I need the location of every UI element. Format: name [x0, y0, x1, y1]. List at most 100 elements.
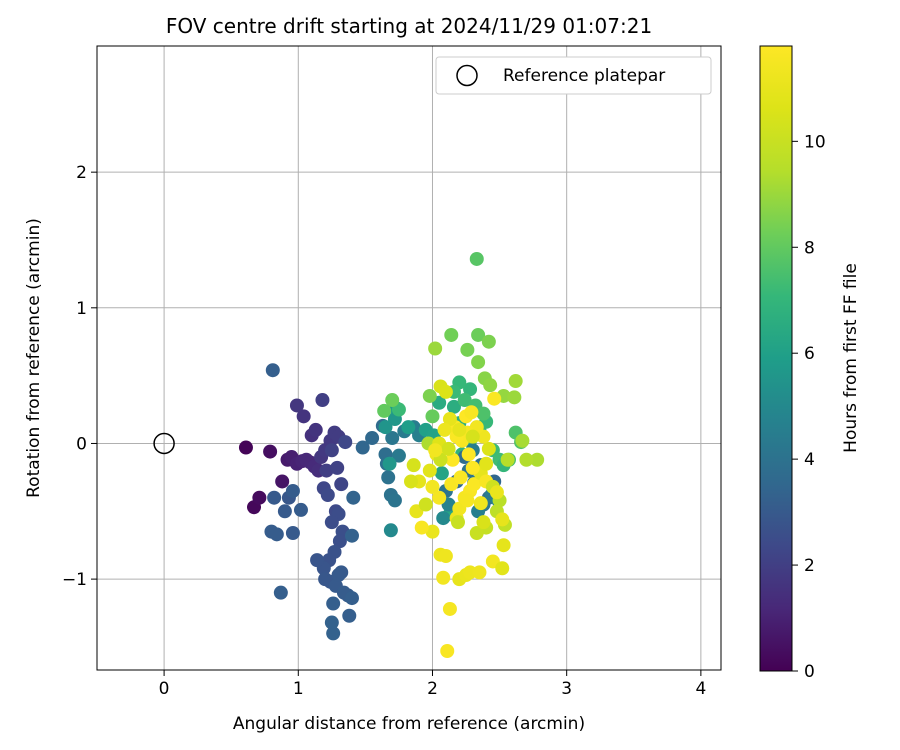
data-point	[472, 565, 487, 580]
colorbar-ticks: 0 2 4 6 8 10	[792, 132, 826, 682]
data-point	[273, 585, 288, 600]
data-point	[481, 334, 496, 349]
data-point	[530, 452, 545, 467]
data-point	[440, 644, 455, 659]
data-point	[432, 490, 447, 505]
data-point	[326, 626, 341, 641]
data-point	[461, 447, 476, 462]
data-point	[434, 466, 449, 481]
data-point	[334, 477, 349, 492]
data-point	[425, 409, 440, 424]
colorbar-tick-label: 10	[804, 132, 826, 152]
data-point	[479, 456, 494, 471]
data-point	[495, 561, 510, 576]
data-point	[269, 527, 284, 542]
legend-box	[435, 56, 712, 95]
data-point	[391, 448, 406, 463]
data-point	[382, 456, 397, 471]
data-point	[324, 615, 339, 630]
data-point	[473, 496, 488, 511]
data-point	[489, 485, 504, 500]
data-point	[436, 570, 451, 585]
data-point	[296, 409, 311, 424]
data-point	[355, 440, 370, 455]
y-tick-label: −1	[62, 570, 87, 590]
data-point	[289, 398, 304, 413]
data-point	[428, 341, 443, 356]
data-point	[404, 474, 419, 489]
data-point	[330, 460, 345, 475]
data-point	[310, 553, 325, 568]
data-point	[507, 390, 522, 405]
x-tick-label: 0	[159, 679, 170, 699]
data-point	[378, 420, 393, 435]
grid-lines	[97, 46, 721, 670]
data-point	[315, 393, 330, 408]
data-point	[344, 528, 359, 543]
data-point	[508, 374, 523, 389]
x-tick-label: 3	[561, 679, 572, 699]
x-tick-label: 4	[695, 679, 706, 699]
axis-ticks: 0 1 2 3 4 −1 0 1 2	[62, 163, 706, 699]
data-point	[265, 363, 280, 378]
x-axis-label: Angular distance from reference (arcmin)	[233, 714, 585, 734]
data-point	[457, 393, 472, 408]
data-point	[442, 601, 457, 616]
data-point	[365, 431, 380, 446]
data-point	[385, 431, 400, 446]
data-point	[441, 441, 456, 456]
data-point	[460, 342, 475, 357]
data-points	[153, 251, 545, 659]
data-point	[471, 355, 486, 370]
data-point	[437, 422, 452, 437]
data-point	[387, 493, 402, 508]
data-point	[401, 420, 416, 435]
data-point	[465, 460, 480, 475]
data-point	[453, 470, 468, 485]
data-point	[422, 388, 437, 403]
colorbar-gradient	[759, 45, 793, 672]
data-point	[319, 463, 334, 478]
data-point	[334, 565, 349, 580]
data-point	[425, 524, 440, 539]
colorbar-tick-label: 2	[804, 556, 815, 576]
data-point	[445, 452, 460, 467]
data-point	[275, 474, 290, 489]
data-point	[285, 525, 300, 540]
data-point	[344, 591, 359, 606]
data-point	[425, 479, 440, 494]
data-point	[385, 393, 400, 408]
data-point	[519, 452, 534, 467]
y-tick-label: 2	[76, 163, 87, 183]
data-point	[496, 538, 511, 553]
data-point	[308, 422, 323, 437]
data-point	[467, 477, 482, 492]
x-tick-label: 1	[293, 679, 304, 699]
data-point	[442, 412, 457, 427]
colorbar-tick-label: 0	[804, 662, 815, 682]
data-point	[463, 382, 478, 397]
data-point	[381, 470, 396, 485]
data-point	[414, 520, 429, 535]
data-point	[465, 429, 480, 444]
colorbar-tick-label: 6	[804, 344, 815, 364]
data-point	[450, 515, 465, 530]
data-point	[436, 511, 451, 526]
data-point	[469, 525, 484, 540]
data-point	[263, 444, 278, 459]
data-point	[324, 443, 339, 458]
data-point	[377, 403, 392, 418]
data-point	[476, 406, 491, 421]
legend-label: Reference platepar	[503, 66, 665, 86]
colorbar-label: Hours from first FF file	[841, 263, 861, 453]
data-point	[422, 463, 437, 478]
legend-marker-icon	[456, 64, 478, 87]
data-point	[338, 435, 353, 450]
data-point	[500, 452, 515, 467]
data-point	[483, 378, 498, 393]
legend: Reference platepar	[435, 56, 712, 95]
data-point	[452, 422, 467, 437]
data-point	[332, 534, 347, 549]
data-point	[495, 512, 510, 527]
data-point	[469, 251, 484, 266]
